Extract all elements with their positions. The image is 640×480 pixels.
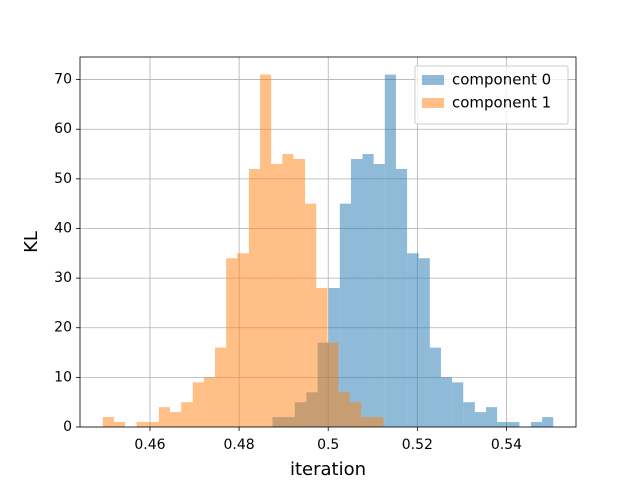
legend-swatch [422,98,444,108]
histogram-bar [349,402,362,427]
histogram-bar [316,288,328,427]
histogram-bar [102,417,114,427]
histogram-bar [530,422,543,427]
histogram-bar [293,158,306,428]
histogram-bar [226,258,238,427]
histogram-bar [158,407,171,427]
histogram-bar [497,422,509,427]
x-tick-label: 0.48 [224,437,255,453]
histogram-bar [463,402,475,427]
histogram-bar [362,154,374,427]
histogram-bar [237,253,249,427]
histogram-bar [440,377,453,427]
y-axis-label: KL [21,231,42,253]
histogram-bar [203,377,216,427]
plot-frame [79,56,577,428]
histogram-bar [170,412,182,427]
y-tick-label: 40 [54,220,72,236]
y-tick-label: 70 [54,72,72,88]
legend-label: component 1 [452,94,551,112]
legend-box [414,65,569,125]
histogram-bar [147,422,159,427]
histogram-bar [260,74,272,427]
x-tick-label: 0.5 [317,437,339,453]
histogram-bar [271,163,283,427]
histogram-bar [181,402,193,427]
legend-swatch [422,75,444,85]
y-tick-label: 10 [54,369,72,385]
histogram-bar [338,392,350,427]
histogram-bar [452,382,464,427]
histogram-bar [542,417,554,427]
histogram-bar [327,342,339,427]
histogram-bar [113,422,126,427]
histogram-bar [407,253,419,427]
histogram-bar [282,154,294,427]
y-tick-label: 30 [54,270,72,286]
legend-label: component 0 [452,71,551,89]
histogram-bar [418,258,430,427]
histogram-bar [361,417,373,427]
y-tick-label: 60 [54,121,72,137]
x-tick-label: 0.46 [134,437,165,453]
y-tick-label: 50 [54,171,72,187]
histogram-bar [395,168,408,427]
x-axis-label: iteration [290,459,366,480]
histogram-bar [373,163,385,427]
histogram-bar [192,382,204,427]
histogram-bar [305,203,317,427]
histogram-bar [485,407,498,427]
histogram-bar [372,417,384,427]
histogram-bar [215,347,227,427]
histogram-bar [508,422,520,427]
x-tick-label: 0.52 [402,437,433,453]
y-tick-label: 0 [63,419,72,435]
histogram-bar [429,347,441,427]
histogram-bar [136,422,148,427]
y-tick-label: 20 [54,320,72,336]
x-tick-label: 0.54 [491,437,522,453]
histogram-bar [474,412,486,427]
histogram-bar [339,203,351,427]
histogram-bar [384,74,396,427]
histogram-bar [248,168,261,427]
histogram-bar [350,158,363,428]
